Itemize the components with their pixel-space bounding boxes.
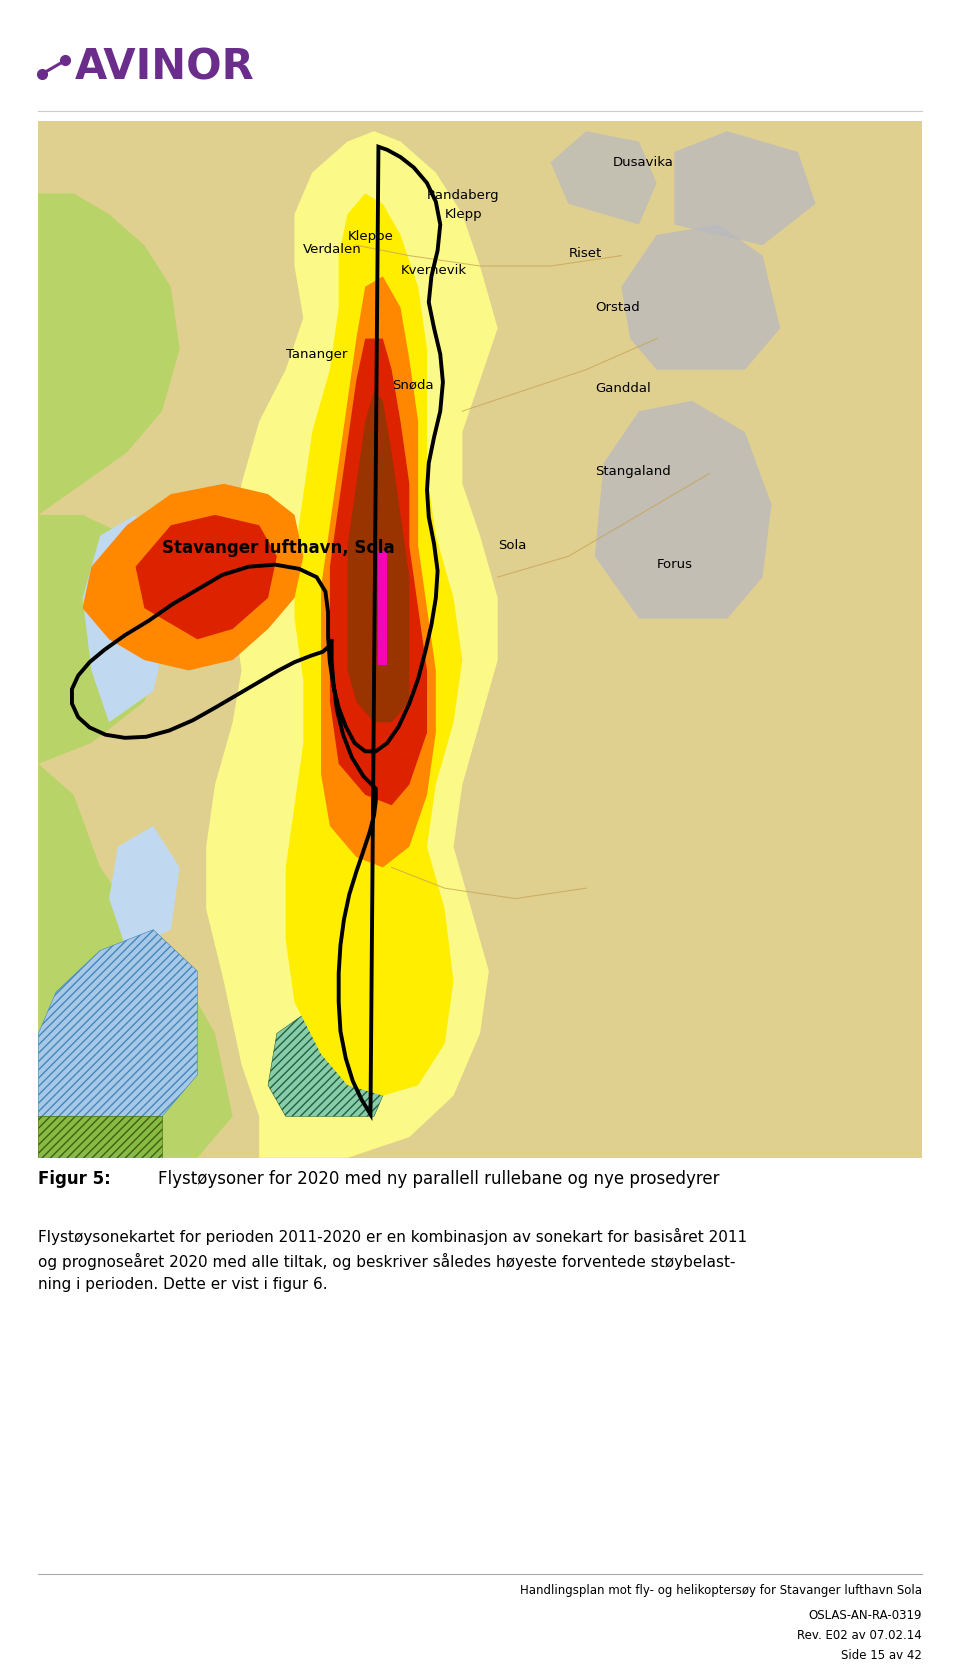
Polygon shape	[135, 515, 276, 639]
Polygon shape	[286, 193, 463, 1096]
Text: Forus: Forus	[657, 559, 692, 571]
Polygon shape	[206, 131, 497, 1158]
Polygon shape	[595, 401, 772, 619]
Text: Kleppe: Kleppe	[348, 230, 394, 243]
Polygon shape	[38, 930, 198, 1116]
Text: OSLAS-AN-RA-0319: OSLAS-AN-RA-0319	[808, 1609, 922, 1623]
Polygon shape	[674, 131, 816, 245]
Polygon shape	[38, 515, 171, 763]
Polygon shape	[321, 277, 436, 868]
Text: Riset: Riset	[568, 247, 602, 260]
Text: Rev. E02 av 07.02.14: Rev. E02 av 07.02.14	[797, 1629, 922, 1643]
Text: Flystøysonekartet for perioden 2011-2020 er en kombinasjon av sonekart for basis: Flystøysonekartet for perioden 2011-2020…	[38, 1228, 748, 1292]
Text: Sola: Sola	[497, 540, 526, 552]
Text: Side 15 av 42: Side 15 av 42	[841, 1649, 922, 1663]
Text: Orstad: Orstad	[595, 300, 639, 314]
Text: Flystøysoner for 2020 med ny parallell rullebane og nye prosedyrer: Flystøysoner for 2020 med ny parallell r…	[158, 1170, 720, 1188]
Text: Klepp: Klepp	[444, 208, 482, 220]
Polygon shape	[348, 391, 409, 722]
Text: Verdalen: Verdalen	[303, 243, 362, 257]
Text: AVINOR: AVINOR	[75, 45, 254, 89]
Text: Snøda: Snøda	[392, 379, 433, 391]
Polygon shape	[268, 1002, 392, 1116]
Polygon shape	[38, 193, 180, 515]
Text: Ganddal: Ganddal	[595, 383, 651, 394]
Polygon shape	[83, 483, 303, 671]
Polygon shape	[38, 763, 232, 1158]
Text: Tananger: Tananger	[286, 347, 348, 361]
Bar	[378, 550, 387, 664]
Text: Dusavika: Dusavika	[612, 156, 673, 169]
Polygon shape	[109, 826, 180, 950]
Polygon shape	[621, 225, 780, 369]
Text: Figur 5:: Figur 5:	[38, 1170, 111, 1188]
Polygon shape	[551, 131, 657, 225]
Text: Randaberg: Randaberg	[427, 190, 499, 201]
Text: Stangaland: Stangaland	[595, 465, 671, 478]
Text: Stavanger lufthavn, Sola: Stavanger lufthavn, Sola	[162, 539, 395, 557]
Text: Kvernevik: Kvernevik	[400, 263, 467, 277]
Polygon shape	[83, 515, 171, 722]
Text: Handlingsplan mot fly- og helikoptersøy for Stavanger lufthavn Sola: Handlingsplan mot fly- og helikoptersøy …	[519, 1584, 922, 1597]
Polygon shape	[330, 339, 427, 805]
Polygon shape	[38, 1116, 162, 1158]
